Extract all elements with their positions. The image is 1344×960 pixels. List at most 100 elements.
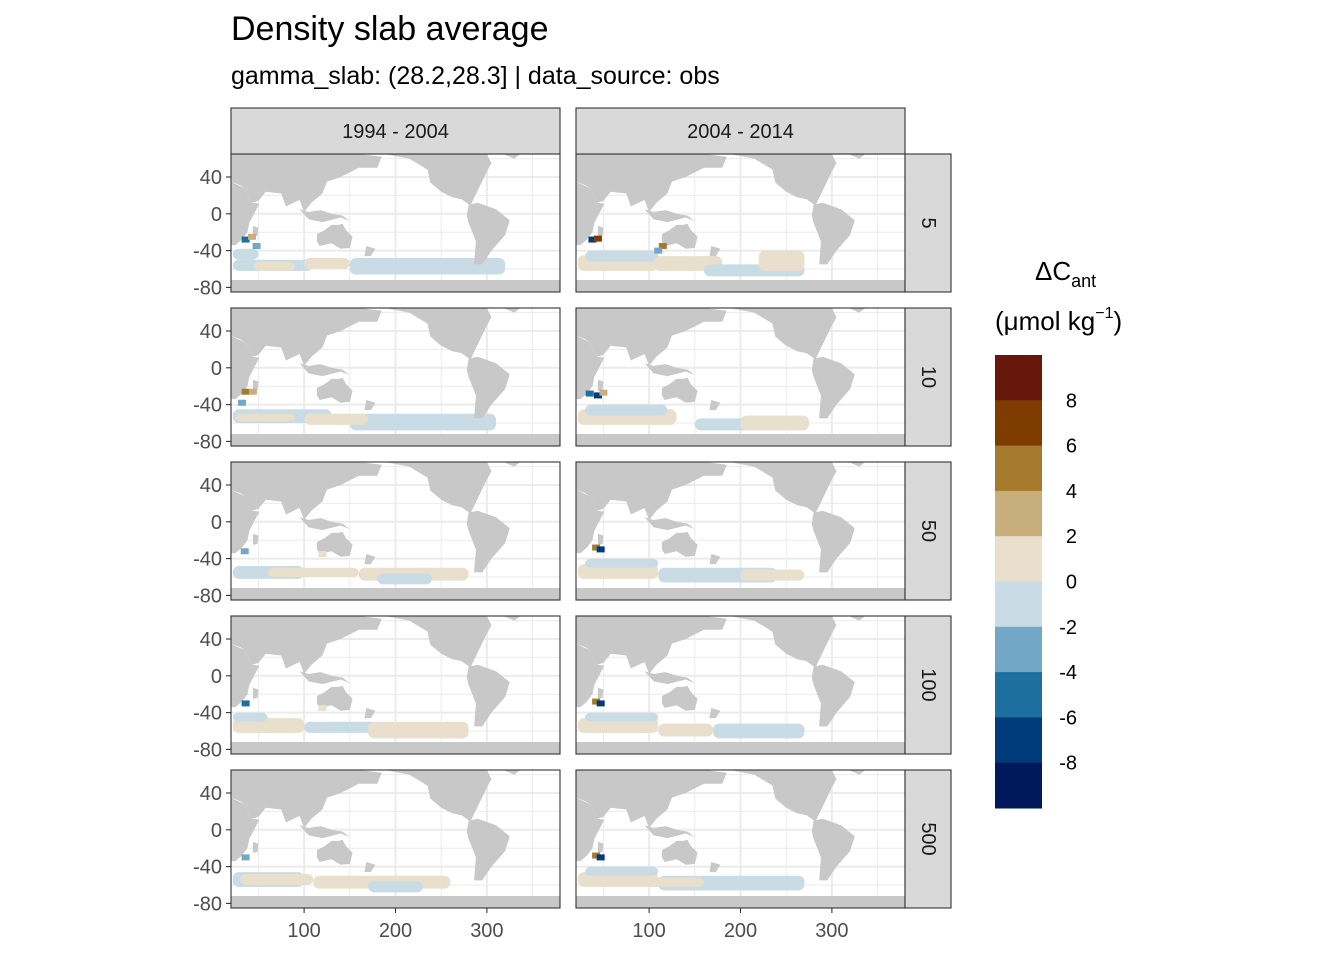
data-band	[740, 569, 805, 581]
data-spot	[596, 700, 605, 707]
data-spot	[240, 548, 249, 555]
facet-panels	[230, 153, 906, 909]
land-shape	[503, 616, 521, 621]
land-shape	[576, 462, 727, 520]
facet-strip-right-label: 50	[917, 520, 939, 542]
land-shape	[709, 708, 721, 719]
land-shape	[729, 770, 837, 822]
data-spot	[237, 399, 246, 406]
facet-panel	[575, 769, 906, 909]
legend: ΔCant (μmol kg−1) 8 6 4 2 0 -2 -4 -6 -8	[995, 256, 1122, 809]
legend-tick-label: -4	[1059, 662, 1077, 684]
land-shape	[848, 462, 866, 467]
land-shape	[811, 818, 855, 881]
land-shape	[644, 517, 695, 531]
land-shape	[597, 841, 604, 853]
panel-content	[231, 462, 560, 600]
land-shape	[466, 202, 510, 265]
land-shape	[364, 708, 376, 719]
data-band	[694, 418, 750, 431]
y-tick-label: -40	[193, 549, 222, 571]
x-tick-label: 200	[724, 920, 757, 942]
y-tick-label: -80	[193, 739, 222, 761]
data-band	[267, 567, 359, 577]
legend-swatch	[995, 355, 1042, 401]
legend-tick-label: 6	[1066, 436, 1077, 458]
land-shape	[252, 533, 259, 545]
legend-swatch	[995, 581, 1042, 628]
land-shape	[231, 616, 382, 674]
panel-content	[576, 308, 905, 446]
data-band	[368, 881, 423, 893]
data-spot	[592, 544, 601, 551]
land-shape	[231, 742, 560, 754]
legend-tick-label: 2	[1066, 526, 1077, 548]
land-shape	[384, 308, 492, 360]
land-shape	[848, 616, 866, 621]
data-spot	[318, 705, 327, 711]
facet-strip-right-label: 5	[917, 217, 939, 228]
land-shape	[661, 377, 698, 403]
facet-strips: 1994 - 2004 2004 - 2014 5 10 50 100 500	[230, 107, 952, 909]
legend-swatch	[995, 626, 1042, 673]
data-spot	[248, 388, 257, 395]
data-band	[758, 250, 805, 271]
y-tick-label: -40	[193, 395, 222, 417]
facet-strip-top-label: 1994 - 2004	[342, 121, 449, 143]
y-tick-label: -40	[193, 703, 222, 725]
legend-colorbar: 8 6 4 2 0 -2 -4 -6 -8	[995, 355, 1077, 809]
legend-swatch	[995, 717, 1042, 764]
data-band	[253, 261, 295, 271]
chart-title: Density slab average	[231, 10, 549, 48]
y-tick-label: -80	[193, 431, 222, 453]
data-band	[304, 257, 350, 269]
land-shape	[231, 434, 560, 446]
x-tick-label: 100	[287, 920, 320, 942]
land-shape	[231, 770, 382, 828]
data-spot	[592, 698, 601, 705]
land-shape	[709, 862, 721, 873]
land-shape	[709, 554, 721, 565]
y-tick-label: 40	[200, 783, 222, 805]
land-shape	[709, 400, 721, 411]
data-spot	[241, 388, 250, 395]
panel-border	[230, 615, 561, 755]
y-tick-label: 0	[211, 512, 222, 534]
facet-strip-right-label: 100	[917, 668, 939, 701]
land-shape	[729, 462, 837, 514]
data-spot	[593, 392, 602, 399]
land-shape	[848, 154, 866, 159]
land-shape	[644, 825, 695, 839]
data-band	[658, 723, 714, 737]
land-shape	[503, 308, 521, 313]
y-tick-label: -80	[193, 585, 222, 607]
y-tick-label: 40	[200, 475, 222, 497]
y-tick-label: 40	[200, 321, 222, 343]
facet-strip-right	[904, 615, 952, 755]
data-band	[235, 413, 295, 422]
data-spot	[248, 233, 257, 240]
legend-swatch	[995, 536, 1042, 582]
data-band	[377, 573, 433, 585]
facet-strip-top	[230, 107, 561, 155]
data-band	[740, 415, 810, 431]
data-spot	[658, 243, 667, 249]
land-shape	[597, 379, 604, 391]
x-tick-label: 300	[815, 920, 848, 942]
y-tick-label: 0	[211, 204, 222, 226]
data-spot	[592, 852, 601, 859]
land-shape	[364, 400, 376, 411]
land-shape	[316, 377, 353, 403]
land-shape	[231, 181, 260, 246]
land-shape	[576, 643, 605, 708]
land-shape	[299, 517, 350, 531]
land-shape	[231, 308, 382, 366]
land-shape	[384, 154, 492, 206]
facet-strip-right-label: 10	[917, 366, 939, 388]
data-spot	[599, 389, 608, 396]
facet-panel	[575, 461, 906, 601]
land-shape	[316, 531, 353, 557]
facet-strip-right	[904, 461, 952, 601]
data-band	[585, 250, 659, 262]
